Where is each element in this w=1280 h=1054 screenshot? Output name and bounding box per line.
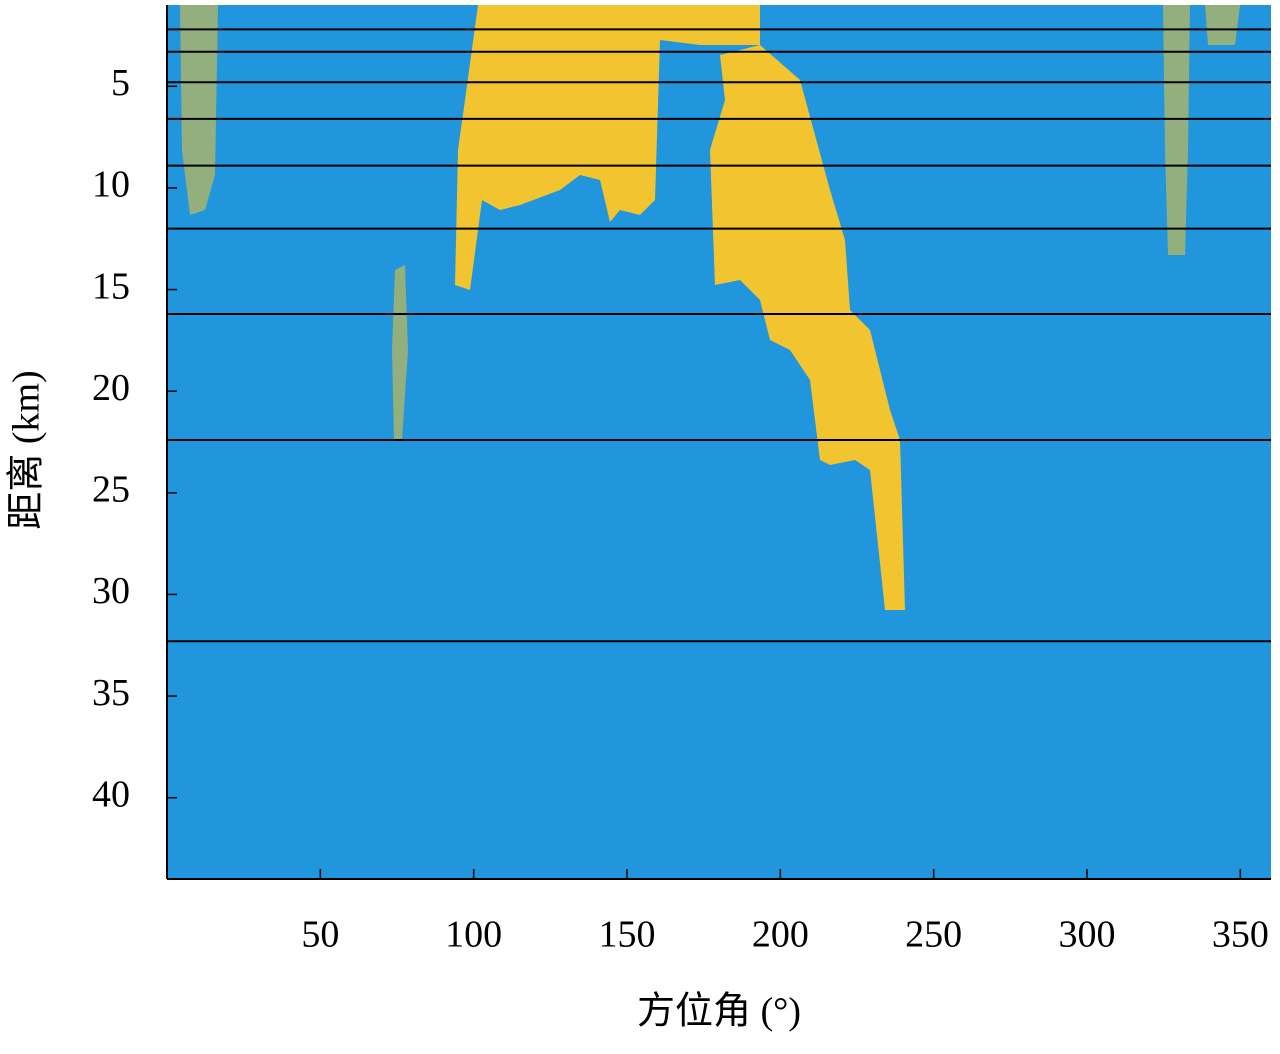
- x-tick-label: 150: [599, 914, 656, 956]
- y-tick-label: 15: [92, 265, 130, 307]
- x-tick-label: 200: [752, 914, 809, 956]
- y-tick-label: 5: [111, 62, 130, 104]
- y-tick-label: 30: [92, 570, 130, 612]
- y-tick-label: 40: [92, 773, 130, 815]
- y-axis-label: 距离 (km): [6, 370, 48, 529]
- clutter-region: [1163, 5, 1190, 255]
- y-tick-label: 25: [92, 469, 130, 511]
- x-tick-label: 300: [1059, 914, 1116, 956]
- clutter-region: [1205, 5, 1240, 45]
- clutter-region: [455, 5, 760, 290]
- x-tick-label: 50: [301, 914, 339, 956]
- x-tick-label: 350: [1212, 914, 1269, 956]
- clutter-layer: [180, 5, 1240, 610]
- y-tick-label: 35: [92, 672, 130, 714]
- clutter-region: [710, 45, 905, 610]
- x-tick-label: 250: [905, 914, 962, 956]
- clutter-region: [392, 265, 408, 440]
- y-tick-label: 20: [92, 367, 130, 409]
- y-tick-label: 10: [92, 164, 130, 206]
- x-axis-label: 方位角 (°): [637, 991, 801, 1033]
- clutter-region: [180, 5, 218, 215]
- x-tick-label: 100: [445, 914, 502, 956]
